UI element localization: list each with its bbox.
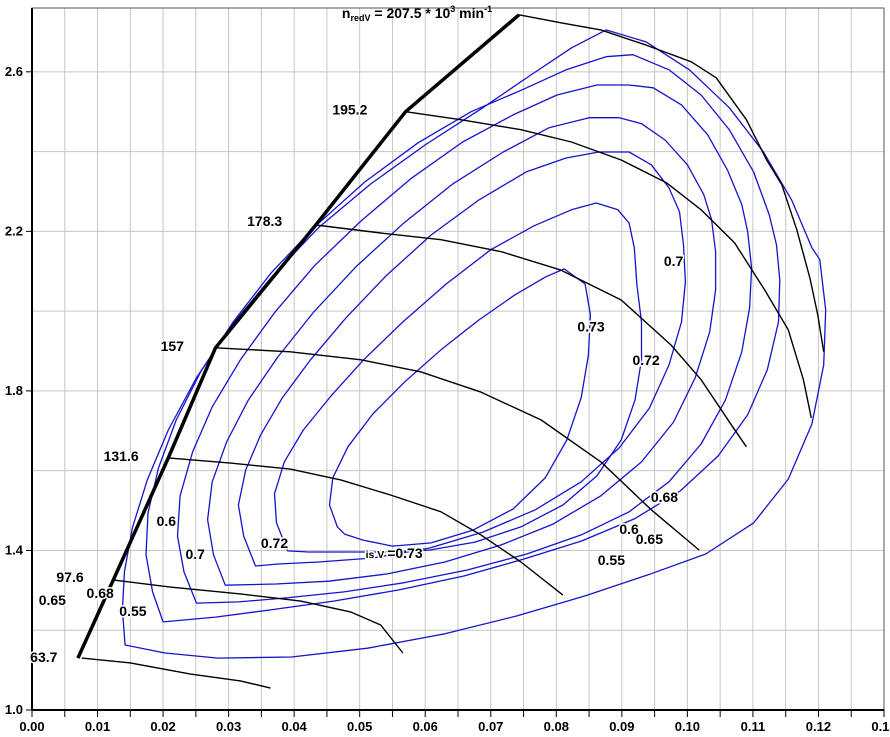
y-tick-label: 1.4 bbox=[5, 542, 24, 557]
speed-line-195.2 bbox=[405, 111, 812, 419]
y-tick-label: 2.6 bbox=[5, 64, 23, 79]
x-tick-label: 0.05 bbox=[347, 719, 372, 734]
efficiency-label-0.6: 0.6 bbox=[157, 513, 177, 529]
title-unit: min bbox=[455, 5, 485, 21]
efficiency-label-0.7: 0.7 bbox=[664, 253, 684, 269]
efficiency-label-0.73: is V =0.73 bbox=[366, 545, 423, 561]
speed-line-178.3 bbox=[315, 224, 747, 448]
chart-title: nredV = 207.5 * 103 min-1 bbox=[342, 4, 492, 23]
x-tick-label: 0.12 bbox=[806, 719, 831, 734]
speed-line-131.6 bbox=[168, 457, 564, 596]
title-exponent: 3 bbox=[450, 4, 456, 14]
x-tick-label: 0.00 bbox=[19, 719, 44, 734]
efficiency-label-0.68: 0.68 bbox=[87, 585, 114, 601]
speed-line-97.6 bbox=[113, 579, 404, 654]
speed-line-label-157: 157 bbox=[161, 338, 185, 354]
efficiency-contour-0.72 bbox=[273, 202, 643, 553]
speed-line-label-195.2: 195.2 bbox=[332, 102, 367, 118]
x-tick-label: 0.04 bbox=[281, 719, 307, 734]
title-unit-exponent: -1 bbox=[484, 4, 493, 14]
x-tick-label: 0.09 bbox=[609, 719, 634, 734]
x-tick-label: 0.02 bbox=[150, 719, 175, 734]
title-variable-subscript: redV bbox=[350, 13, 371, 23]
efficiency-contour-0.65 bbox=[176, 84, 753, 604]
title-value: = 207.5 * 10 bbox=[370, 5, 451, 21]
efficiency-label-0.68: 0.68 bbox=[651, 489, 678, 505]
efficiency-contour-0.6 bbox=[145, 54, 781, 623]
x-tick-label: 0.06 bbox=[413, 719, 438, 734]
x-tick-label: 0.03 bbox=[216, 719, 241, 734]
speed-line-label-131.6: 131.6 bbox=[104, 448, 139, 464]
efficiency-label-0.65: 0.65 bbox=[636, 531, 663, 547]
speed-line-label-178.3: 178.3 bbox=[247, 213, 282, 229]
speed-line-207.5 bbox=[518, 14, 825, 352]
efficiency-label-0.7: 0.7 bbox=[185, 546, 205, 562]
x-tick-label: 0.11 bbox=[741, 719, 766, 734]
efficiency-contour-0.68 bbox=[206, 117, 717, 586]
y-tick-label: 1.0 bbox=[5, 702, 23, 717]
efficiency-label-0.55: 0.55 bbox=[119, 603, 146, 619]
surge-line bbox=[76, 13, 521, 659]
x-tick-label: 0.10 bbox=[675, 719, 700, 734]
speed-line-label-97.6: 97.6 bbox=[56, 569, 83, 585]
efficiency-contour-0.7 bbox=[237, 151, 687, 567]
speed-line-157 bbox=[215, 347, 700, 551]
y-tick-label: 1.8 bbox=[5, 383, 23, 398]
x-tick-label: 0.13 bbox=[871, 719, 890, 734]
x-tick-label: 0.01 bbox=[85, 719, 110, 734]
efficiency-contour-0.73 bbox=[328, 268, 592, 547]
speed-line-63.7 bbox=[81, 657, 271, 689]
efficiency-label-0.6: 0.6 bbox=[619, 521, 639, 537]
title-variable: n bbox=[341, 5, 351, 21]
speed-line-label-63.7: 63.7 bbox=[30, 649, 57, 665]
y-tick-label: 2.2 bbox=[5, 223, 23, 238]
efficiency-label-0.72: 0.72 bbox=[632, 352, 659, 368]
efficiency-label-0.65: 0.65 bbox=[39, 592, 66, 608]
efficiency-label-0.73: 0.73 bbox=[577, 319, 604, 335]
x-tick-label: 0.08 bbox=[544, 719, 569, 734]
efficiency-label-0.72: 0.72 bbox=[261, 535, 288, 551]
efficiency-label-0.55: 0.55 bbox=[598, 552, 625, 568]
x-tick-label: 0.07 bbox=[478, 719, 503, 734]
